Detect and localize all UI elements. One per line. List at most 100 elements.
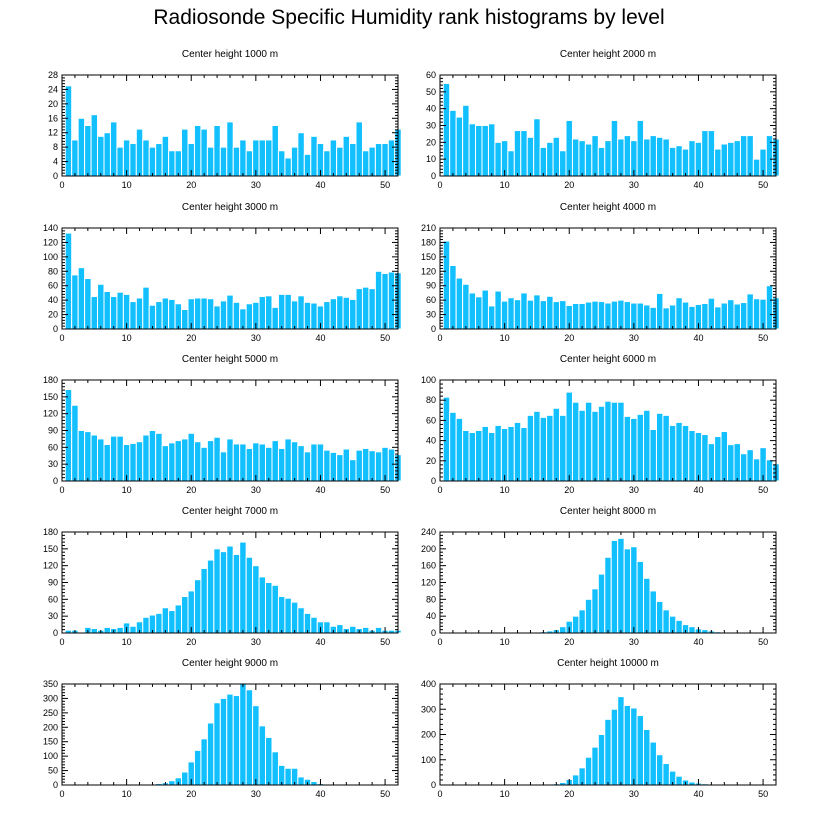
histogram-bar bbox=[746, 449, 754, 482]
histogram-bar bbox=[636, 560, 645, 634]
histogram-bar bbox=[610, 119, 619, 177]
histogram-bar bbox=[232, 443, 241, 482]
histogram-bar bbox=[277, 150, 286, 177]
y-tick-label: 10 bbox=[426, 154, 436, 164]
histogram-bar bbox=[109, 435, 118, 482]
histogram-bar bbox=[662, 763, 670, 786]
histogram-bar bbox=[442, 396, 451, 482]
histogram-panel: Center height 5000 m 0 10 20 30 40 50 0 30 60 90 12… bbox=[43, 354, 402, 495]
histogram-bar bbox=[559, 414, 567, 482]
histogram-bar bbox=[649, 306, 657, 330]
histogram-bar bbox=[181, 309, 189, 330]
y-tick-label: 140 bbox=[43, 223, 58, 233]
x-tick-label: 30 bbox=[629, 333, 639, 343]
x-tick-label: 0 bbox=[59, 180, 64, 190]
histogram-bar bbox=[174, 604, 183, 634]
histogram-bar bbox=[507, 297, 515, 330]
histogram-bar bbox=[649, 741, 657, 786]
histogram-bar bbox=[604, 718, 612, 786]
histogram-bar bbox=[129, 301, 137, 330]
histogram-bar bbox=[226, 545, 234, 634]
histogram-bar bbox=[64, 85, 73, 177]
histogram-bar bbox=[206, 722, 215, 786]
histogram-bar bbox=[258, 725, 267, 786]
histogram-bar bbox=[84, 125, 92, 177]
x-tick-label: 40 bbox=[315, 485, 325, 495]
histogram-bar bbox=[662, 307, 670, 330]
histogram-bar bbox=[720, 143, 729, 177]
histogram-bar bbox=[200, 297, 208, 330]
histogram-bar bbox=[239, 308, 247, 330]
y-tick-label: 80 bbox=[48, 266, 58, 276]
histogram-bar bbox=[323, 621, 331, 634]
histogram-bar bbox=[487, 432, 496, 482]
histogram-bar bbox=[739, 302, 748, 330]
y-tick-label: 50 bbox=[426, 87, 436, 97]
histogram-bar bbox=[623, 548, 632, 634]
histogram-bar bbox=[643, 304, 651, 330]
histogram-bar bbox=[310, 135, 318, 177]
histogram-bar bbox=[591, 746, 599, 786]
histogram-bar bbox=[462, 430, 470, 482]
histogram-bar bbox=[526, 299, 535, 330]
histogram-bar bbox=[733, 443, 741, 482]
y-tick-label: 40 bbox=[426, 436, 436, 446]
histogram-bar bbox=[675, 297, 683, 330]
x-tick-label: 0 bbox=[59, 333, 64, 343]
histogram-bar bbox=[187, 432, 195, 482]
histogram-bar bbox=[271, 751, 279, 786]
y-tick-label: 50 bbox=[48, 766, 58, 776]
histogram-bar bbox=[604, 556, 612, 634]
histogram-bar bbox=[219, 300, 228, 330]
histogram-bar bbox=[368, 450, 376, 482]
x-tick-label: 40 bbox=[315, 789, 325, 799]
y-tick-label: 16 bbox=[48, 113, 58, 123]
histogram-bar bbox=[181, 438, 189, 482]
histogram-panel: Center height 6000 m 0 10 20 30 40 50 0 20 40 60 80… bbox=[421, 354, 780, 495]
histogram-bar bbox=[597, 146, 606, 177]
x-tick-label: 10 bbox=[122, 485, 132, 495]
histogram-bar bbox=[361, 447, 370, 482]
histogram-bar bbox=[591, 135, 599, 177]
histogram-bar bbox=[135, 128, 144, 177]
histogram-bar bbox=[265, 582, 273, 634]
histogram-bar bbox=[142, 434, 150, 482]
histogram-bar bbox=[71, 274, 79, 330]
histogram-bar bbox=[329, 451, 338, 482]
x-tick-label: 40 bbox=[315, 180, 325, 190]
histogram-bar bbox=[284, 293, 292, 330]
histogram-bar bbox=[675, 421, 683, 482]
histogram-bar bbox=[597, 734, 606, 786]
histogram-bar bbox=[245, 150, 254, 177]
y-tick-label: 200 bbox=[43, 722, 58, 732]
x-tick-label: 30 bbox=[629, 180, 639, 190]
histogram-bar bbox=[187, 590, 195, 634]
histogram-bar bbox=[442, 240, 451, 330]
x-tick-label: 10 bbox=[500, 485, 510, 495]
histogram-panel: Center height 3000 m 0 10 20 30 40 50 0 20 40 60 80… bbox=[43, 202, 402, 343]
histogram-bar bbox=[161, 135, 170, 177]
x-tick-label: 50 bbox=[380, 789, 390, 799]
histogram-bar bbox=[701, 130, 709, 177]
y-tick-label: 90 bbox=[48, 426, 58, 436]
histogram-bar bbox=[462, 104, 470, 177]
histogram-bar bbox=[303, 451, 312, 482]
histogram-bar bbox=[232, 553, 241, 634]
x-tick-label: 30 bbox=[251, 789, 261, 799]
y-tick-label: 8 bbox=[53, 142, 58, 152]
histogram-bar bbox=[277, 447, 286, 482]
histogram-bar bbox=[361, 626, 370, 634]
y-tick-label: 40 bbox=[48, 295, 58, 305]
x-tick-label: 30 bbox=[629, 485, 639, 495]
histogram-bar bbox=[584, 401, 593, 482]
histogram-bar bbox=[168, 610, 176, 634]
histogram-bar bbox=[584, 143, 593, 177]
histogram-bar bbox=[135, 297, 144, 330]
histogram-bar bbox=[688, 430, 696, 482]
y-tick-label: 240 bbox=[421, 527, 436, 537]
histogram-bar bbox=[765, 285, 774, 330]
histogram-bar bbox=[368, 288, 376, 330]
y-tick-label: 120 bbox=[43, 561, 58, 571]
histogram-bar bbox=[310, 443, 318, 482]
histogram-bar bbox=[342, 448, 351, 482]
